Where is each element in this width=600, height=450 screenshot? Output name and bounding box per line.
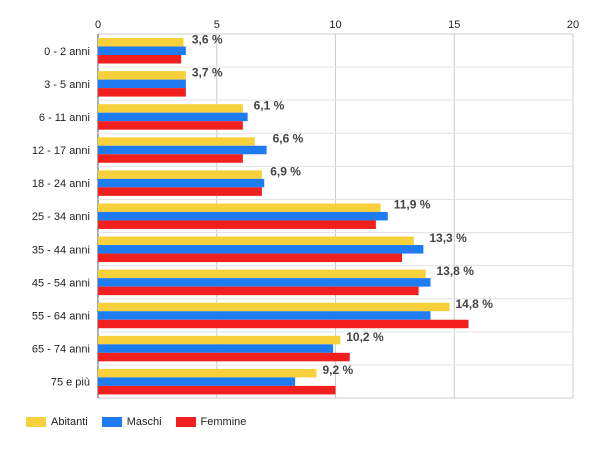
legend-item-abitanti: Abitanti — [26, 416, 88, 428]
legend-swatch — [26, 417, 46, 427]
data-label: 11,9 % — [394, 198, 431, 212]
bar-maschi — [98, 145, 267, 155]
bar-abitanti — [98, 236, 414, 246]
category-label: 75 e più — [51, 377, 90, 389]
bar-maschi — [98, 278, 431, 287]
grid-lines — [97, 33, 574, 399]
data-label: 10,2 % — [346, 330, 384, 344]
bar-abitanti — [98, 203, 381, 212]
bar-abitanti — [98, 302, 450, 312]
bar-maschi — [98, 377, 296, 386]
bar-abitanti — [98, 335, 341, 345]
bar-femmine — [98, 253, 402, 263]
category-label: 3 - 5 anni — [44, 79, 90, 91]
data-label: 6,1 % — [254, 98, 285, 112]
bar-femmine — [98, 154, 243, 163]
legend-swatch — [101, 417, 122, 427]
labels: 0 5 10 15 20 0 - 2 anni 3,6 % 3 - 5 anni 3,7 % 6 … — [32, 19, 579, 389]
legend-item-femmine: Femmine — [175, 416, 247, 428]
legend: Abitanti Maschi Femmine — [26, 416, 246, 428]
category-label: 55 - 64 anni — [32, 310, 90, 322]
bar-abitanti — [98, 38, 184, 47]
x-tick-label: 5 — [214, 19, 220, 31]
bar-maschi — [98, 112, 248, 122]
data-label: 9,2 % — [323, 363, 354, 377]
category-label: 0 - 2 anni — [44, 46, 90, 58]
bar-femmine — [98, 319, 469, 329]
category-label: 35 - 44 anni — [32, 244, 90, 256]
bar-maschi — [98, 344, 334, 353]
category-label: 6 - 11 anni — [39, 112, 90, 124]
data-label: 6,6 % — [273, 132, 304, 146]
data-label: 13,8 % — [437, 264, 475, 278]
legend-label: Abitanti — [51, 416, 88, 428]
bar-femmine — [98, 385, 336, 395]
bar-femmine — [98, 220, 376, 229]
bar-femmine — [98, 352, 350, 362]
x-tick-label: 10 — [329, 19, 341, 31]
legend-item-maschi: Maschi — [101, 416, 162, 428]
bar-maschi — [98, 245, 424, 254]
bar-abitanti — [98, 71, 186, 80]
x-tick-label: 15 — [448, 19, 460, 31]
legend-label: Femmine — [200, 416, 247, 428]
data-label: 3,6 % — [192, 32, 223, 46]
bar-maschi — [98, 311, 431, 320]
legend-label: Maschi — [126, 416, 162, 428]
bar-femmine — [98, 187, 262, 196]
bar-abitanti — [98, 137, 255, 146]
bar-femmine — [98, 121, 243, 130]
category-label: 45 - 54 anni — [32, 277, 90, 289]
bar-maschi — [98, 79, 186, 89]
category-label: 25 - 34 anni — [32, 211, 90, 223]
category-label: 65 - 74 anni — [32, 344, 90, 356]
bar-femmine — [98, 55, 182, 64]
data-label: 3,7 % — [192, 65, 223, 79]
bar-femmine — [98, 88, 186, 97]
bars — [98, 38, 469, 395]
data-label: 6,9 % — [270, 165, 301, 179]
legend-swatch — [175, 417, 196, 427]
bar-abitanti — [98, 269, 426, 279]
bar-maschi — [98, 211, 388, 221]
x-tick-label: 0 — [95, 19, 101, 31]
category-label: 12 - 17 anni — [32, 145, 90, 157]
bar-maschi — [98, 46, 186, 55]
category-label: 18 - 24 anni — [32, 178, 90, 190]
data-label: 13,3 % — [429, 231, 467, 245]
bar-femmine — [98, 286, 419, 296]
bar-abitanti — [98, 368, 317, 378]
x-tick-label: 20 — [567, 19, 579, 31]
bar-abitanti — [98, 104, 243, 113]
bar-abitanti — [98, 170, 262, 179]
bar-maschi — [98, 178, 265, 188]
data-label: 14,8 % — [456, 297, 494, 311]
